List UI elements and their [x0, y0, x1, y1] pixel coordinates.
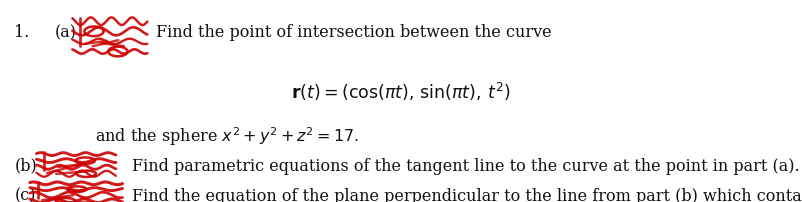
Text: and the sphere $x^2 + y^2 + z^2 = 17.$: and the sphere $x^2 + y^2 + z^2 = 17.$ [95, 125, 358, 148]
Text: Find the point of intersection between the curve: Find the point of intersection between t… [156, 24, 552, 41]
Text: $\mathbf{r}(t) = (\cos(\pi t),\, \sin(\pi t),\, t^2)$: $\mathbf{r}(t) = (\cos(\pi t),\, \sin(\p… [291, 81, 511, 103]
Text: Find parametric equations of the tangent line to the curve at the point in part : Find parametric equations of the tangent… [132, 158, 800, 175]
Text: (c): (c) [14, 188, 36, 202]
Text: (b): (b) [14, 158, 37, 175]
Text: 1.: 1. [14, 24, 30, 41]
Text: Find the equation of the plane perpendicular to the line from part (b) which con: Find the equation of the plane perpendic… [132, 188, 802, 202]
Text: (a): (a) [55, 24, 76, 41]
